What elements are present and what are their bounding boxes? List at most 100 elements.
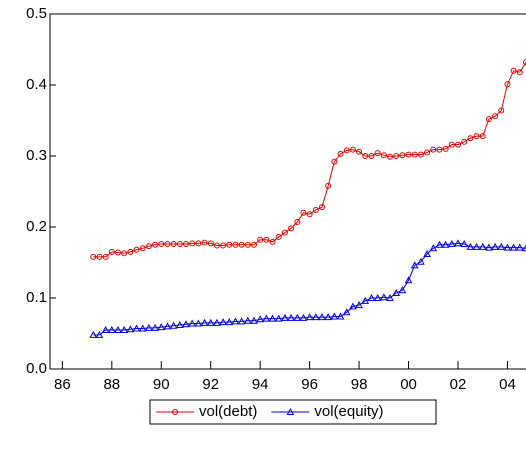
- triangle-marker: [515, 243, 524, 251]
- circle-marker: [349, 146, 356, 153]
- circle-marker: [362, 153, 369, 159]
- triangle-marker: [194, 319, 203, 327]
- circle-marker: [417, 151, 424, 158]
- series-line: [93, 242, 526, 336]
- triangle-marker: [293, 313, 302, 321]
- y-tick-label: 0.3: [26, 147, 47, 164]
- triangle-marker: [126, 325, 135, 333]
- triangle-marker: [318, 313, 326, 321]
- x-tick-label: 86: [54, 376, 71, 393]
- triangle-marker: [447, 239, 456, 248]
- circle-marker: [201, 239, 208, 246]
- circle-marker: [516, 69, 523, 76]
- triangle-marker: [311, 313, 320, 321]
- circle-marker: [263, 236, 270, 243]
- triangle-marker: [373, 293, 382, 301]
- triangle-marker: [386, 293, 394, 301]
- triangle-marker: [355, 301, 363, 309]
- circle-marker: [139, 245, 146, 252]
- y-tick-label: 0.0: [26, 360, 47, 377]
- triangle-marker: [441, 240, 450, 248]
- circle-marker: [300, 209, 307, 216]
- circle-marker: [145, 243, 152, 250]
- x-tick-label: 94: [252, 376, 269, 393]
- circle-marker: [498, 107, 505, 114]
- triangle-marker: [299, 313, 308, 321]
- circle-marker: [424, 149, 431, 156]
- x-tick-label: 90: [153, 376, 170, 393]
- circle-marker: [510, 67, 517, 74]
- circle-marker: [152, 241, 159, 248]
- triangle-marker: [206, 318, 215, 326]
- circle-marker: [189, 240, 196, 247]
- triangle-marker: [435, 240, 444, 248]
- triangle-marker: [410, 261, 419, 269]
- triangle-marker: [522, 244, 526, 252]
- triangle-marker: [349, 302, 357, 310]
- triangle-marker: [491, 242, 499, 250]
- triangle-marker: [169, 321, 178, 329]
- triangle-marker: [342, 308, 351, 316]
- legend-marker: [172, 409, 178, 415]
- circle-marker: [343, 147, 350, 154]
- triangle-marker: [305, 313, 314, 321]
- y-tick-label: 0.4: [26, 76, 47, 93]
- circle-marker: [393, 153, 400, 159]
- triangle-marker: [485, 243, 493, 251]
- triangle-marker: [138, 324, 147, 332]
- triangle-marker: [478, 242, 487, 250]
- triangle-marker: [188, 319, 197, 327]
- circle-marker: [306, 211, 313, 218]
- triangle-marker: [361, 296, 370, 304]
- triangle-marker: [250, 316, 258, 324]
- triangle-marker: [398, 286, 407, 294]
- triangle-marker: [231, 317, 240, 325]
- circle-marker: [195, 240, 202, 247]
- circle-marker: [108, 248, 115, 255]
- triangle-marker: [219, 318, 227, 326]
- triangle-marker: [225, 318, 234, 326]
- triangle-marker: [392, 288, 401, 297]
- circle-marker: [115, 249, 121, 256]
- circle-marker: [294, 219, 301, 226]
- legend-label: vol(debt): [199, 403, 257, 420]
- circle-marker: [492, 113, 499, 120]
- triangle-marker: [404, 276, 413, 284]
- circle-marker: [133, 246, 140, 253]
- triangle-marker: [466, 242, 475, 250]
- circle-marker: [473, 133, 480, 140]
- circle-marker: [442, 145, 449, 152]
- triangle-marker: [256, 315, 265, 323]
- circle-marker: [90, 253, 97, 260]
- circle-marker: [164, 241, 171, 248]
- triangle-marker: [287, 313, 295, 321]
- triangle-marker: [268, 314, 277, 322]
- triangle-marker: [151, 323, 159, 331]
- triangle-marker: [472, 242, 481, 250]
- triangle-marker: [330, 312, 339, 320]
- x-tick-label: 88: [103, 376, 120, 393]
- circle-marker: [387, 153, 393, 160]
- triangle-marker: [243, 316, 252, 324]
- circle-marker: [127, 248, 134, 255]
- circle-marker: [121, 250, 128, 257]
- circle-marker: [523, 59, 526, 66]
- circle-marker: [356, 148, 363, 155]
- triangle-marker: [145, 323, 153, 331]
- circle-marker: [380, 152, 387, 159]
- triangle-marker: [163, 322, 172, 330]
- triangle-marker: [503, 243, 512, 251]
- circle-marker: [207, 240, 214, 247]
- x-tick-label: 96: [301, 376, 318, 393]
- triangle-marker: [114, 325, 122, 333]
- triangle-marker: [120, 325, 129, 333]
- circle-marker: [170, 241, 177, 248]
- circle-marker: [269, 238, 276, 245]
- circle-marker: [319, 204, 325, 211]
- circle-marker: [213, 242, 220, 249]
- circle-marker: [96, 253, 103, 260]
- triangle-marker: [324, 313, 333, 321]
- circle-marker: [504, 81, 511, 88]
